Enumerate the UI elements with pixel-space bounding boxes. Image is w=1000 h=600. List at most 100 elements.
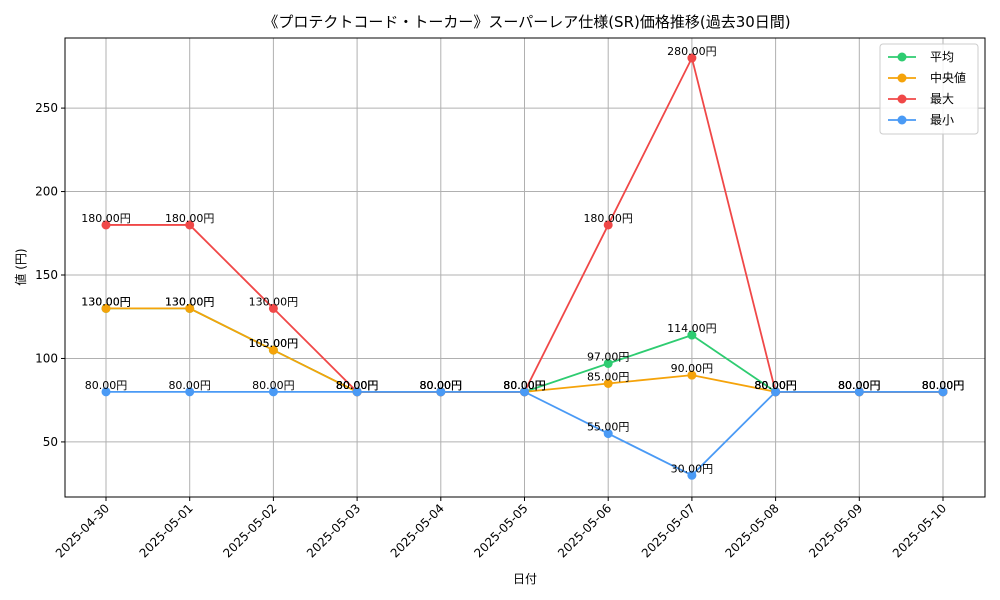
x-tick-label: 2025-05-04 xyxy=(388,501,447,560)
data-label: 80.00円 xyxy=(922,379,965,392)
data-label: 130.00円 xyxy=(81,295,131,308)
data-label: 80.00円 xyxy=(754,379,797,392)
x-tick-label: 2025-05-06 xyxy=(555,501,614,560)
legend-marker xyxy=(897,94,907,104)
y-tick-label: 100 xyxy=(35,351,58,365)
data-label: 55.00円 xyxy=(587,421,630,434)
legend-label: 最小 xyxy=(930,113,954,127)
data-label: 80.00円 xyxy=(85,379,128,392)
data-label: 80.00円 xyxy=(168,379,211,392)
data-label: 80.00円 xyxy=(838,379,881,392)
data-label: 105.00円 xyxy=(249,337,299,350)
data-label: 80.00円 xyxy=(838,379,881,392)
data-label: 130.00円 xyxy=(249,295,299,308)
data-label: 80.00円 xyxy=(503,379,546,392)
data-label: 80.00円 xyxy=(420,379,463,392)
data-label: 30.00円 xyxy=(671,462,714,475)
legend-item: 最小 xyxy=(888,113,954,127)
data-label: 80.00円 xyxy=(420,379,463,392)
data-label: 130.00円 xyxy=(81,295,131,308)
data-point xyxy=(603,429,613,439)
data-point xyxy=(268,345,278,355)
legend-item: 最大 xyxy=(888,92,954,106)
y-tick-label: 200 xyxy=(35,185,58,199)
data-label: 80.00円 xyxy=(922,379,965,392)
data-point xyxy=(687,53,697,63)
data-label: 80.00円 xyxy=(922,379,965,392)
y-axis-label: 値 (円) xyxy=(13,248,28,285)
legend-marker xyxy=(897,115,907,125)
data-label: 97.00円 xyxy=(587,350,630,363)
data-point xyxy=(520,387,529,397)
data-label: 280.00円 xyxy=(667,45,717,58)
data-label: 80.00円 xyxy=(336,379,379,392)
x-axis-label: 日付 xyxy=(513,572,537,586)
data-label: 80.00円 xyxy=(838,379,881,392)
data-label: 80.00円 xyxy=(420,379,463,392)
x-tick-label: 2025-05-08 xyxy=(723,501,782,560)
data-label: 80.00円 xyxy=(922,379,965,392)
data-label: 180.00円 xyxy=(583,212,633,225)
data-label: 80.00円 xyxy=(754,379,797,392)
chart-title: 《プロテクトコード・トーカー》スーパーレア仕様(SR)価格推移(過去30日間) xyxy=(263,13,790,31)
data-point xyxy=(771,387,781,397)
legend-item: 平均 xyxy=(888,50,954,64)
data-point xyxy=(687,370,697,380)
x-tick-label: 2025-04-30 xyxy=(53,501,112,560)
data-point xyxy=(687,330,697,340)
data-label: 80.00円 xyxy=(336,379,379,392)
data-label: 80.00円 xyxy=(420,379,463,392)
data-point xyxy=(603,220,613,230)
axis-ticks: 2025-04-30 2025-05-01 2025-05-02 2025-05-03… xyxy=(35,101,949,560)
y-tick-label: 250 xyxy=(35,101,58,115)
y-tick-label: 150 xyxy=(35,268,58,282)
data-label: 80.00円 xyxy=(503,379,546,392)
data-point xyxy=(938,387,948,397)
series-layer xyxy=(101,53,948,480)
legend-label: 最大 xyxy=(930,92,954,106)
x-tick-label: 2025-05-05 xyxy=(471,501,530,560)
data-point xyxy=(436,387,446,397)
data-label: 80.00円 xyxy=(336,379,379,392)
y-tick-label: 50 xyxy=(43,435,58,449)
data-label: 80.00円 xyxy=(503,379,546,392)
data-label: 80.00円 xyxy=(503,379,546,392)
data-point xyxy=(101,387,111,397)
data-label: 80.00円 xyxy=(838,379,881,392)
legend-marker xyxy=(897,73,907,83)
data-label: 80.00円 xyxy=(252,379,295,392)
data-point xyxy=(687,470,697,480)
data-point xyxy=(603,379,613,389)
data-label: 114.00円 xyxy=(667,322,717,335)
grid xyxy=(65,38,985,497)
data-label: 85.00円 xyxy=(587,371,630,384)
data-point xyxy=(268,303,278,313)
data-label: 130.00円 xyxy=(165,295,215,308)
data-point xyxy=(101,220,111,230)
legend-marker xyxy=(897,52,907,62)
x-tick-label: 2025-05-01 xyxy=(137,501,196,560)
data-point xyxy=(101,303,111,313)
legend-item: 中央値 xyxy=(888,70,966,85)
data-label: 180.00円 xyxy=(165,212,215,225)
data-point xyxy=(854,387,864,397)
data-label: 80.00円 xyxy=(754,379,797,392)
data-point xyxy=(268,387,278,397)
x-tick-label: 2025-05-07 xyxy=(639,501,698,560)
data-label: 90.00円 xyxy=(671,362,714,375)
data-point xyxy=(603,358,613,368)
data-label: 105.00円 xyxy=(249,337,299,350)
x-tick-label: 2025-05-10 xyxy=(890,501,949,560)
series-3 xyxy=(101,387,948,480)
data-labels: 130.00円 130.00円 105.00円 80.00円 80.00円 80.00円 9… xyxy=(81,45,964,475)
data-label: 80.00円 xyxy=(754,379,797,392)
legend-label: 平均 xyxy=(930,50,954,64)
legend-box xyxy=(879,43,979,135)
x-tick-label: 2025-05-02 xyxy=(220,501,279,560)
data-label: 180.00円 xyxy=(81,212,131,225)
data-label: 80.00円 xyxy=(336,379,379,392)
data-point xyxy=(185,387,195,397)
data-point xyxy=(352,387,362,397)
